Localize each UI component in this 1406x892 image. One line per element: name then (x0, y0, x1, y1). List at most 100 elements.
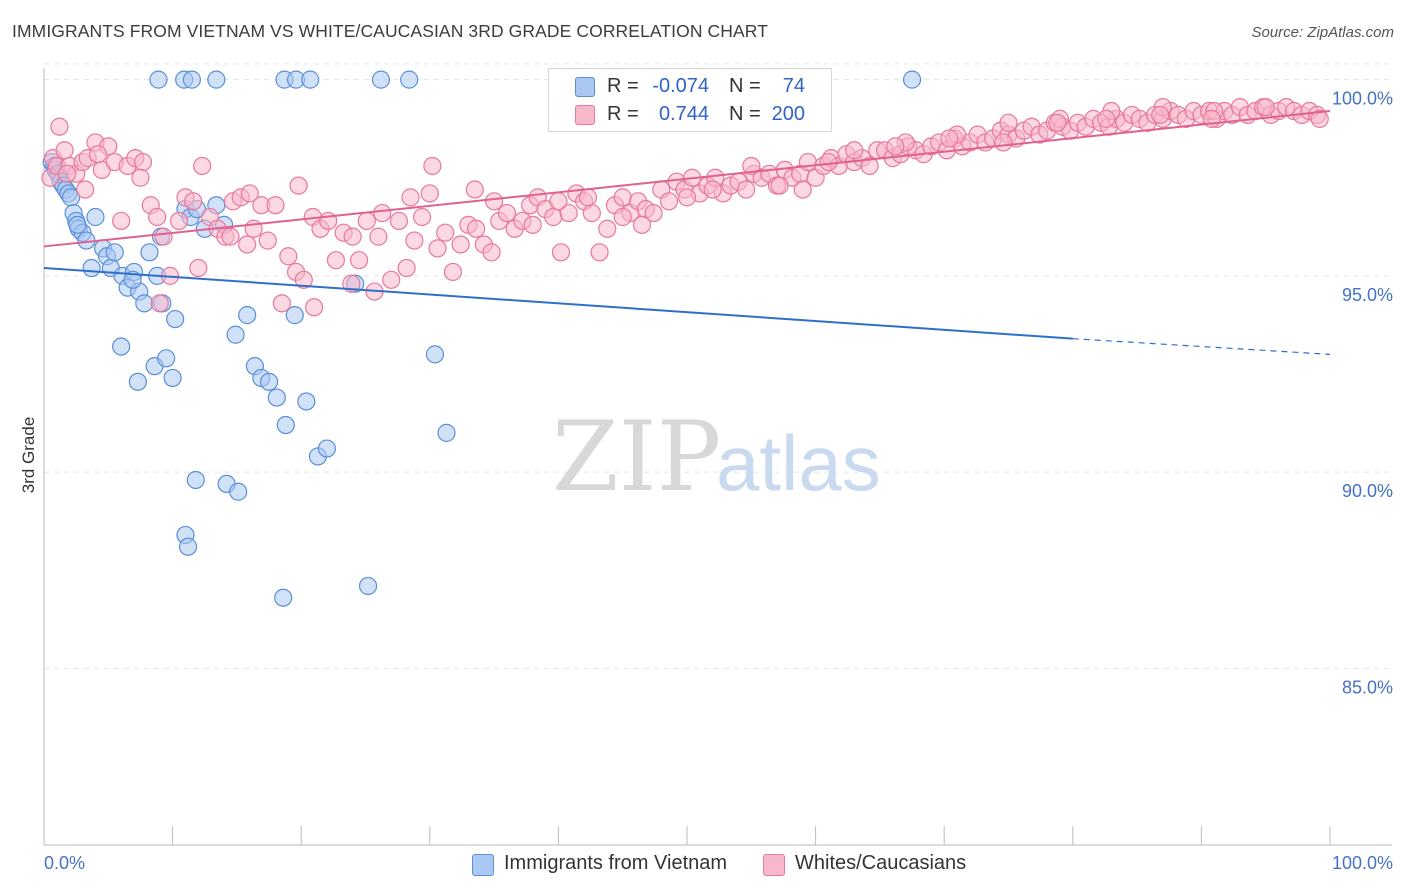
point-white (443, 262, 463, 282)
point-vietnam (68, 215, 87, 234)
point-white (420, 184, 439, 203)
point-white (886, 137, 905, 156)
point-white (279, 247, 298, 266)
point-vietnam (371, 70, 391, 89)
grid-lines (44, 63, 1392, 669)
point-vietnam (317, 439, 337, 458)
point-white (798, 152, 817, 172)
point-white (349, 251, 369, 270)
point-white (428, 239, 447, 258)
point-white (497, 203, 517, 223)
point-white (793, 180, 812, 199)
point-white (1048, 113, 1067, 132)
legend-label-white: Whites/Caucasians (795, 852, 967, 874)
tick-labels: 85.0% 90.0% 95.0% 100.0% 0.0% 100.0% (44, 89, 1393, 873)
point-vietnam (86, 207, 105, 227)
point-white (659, 192, 679, 211)
legend-swatch-vietnam (472, 854, 494, 876)
point-white (112, 211, 131, 231)
legend-row-vietnam: R = -0.074 N = 74 (549, 73, 831, 101)
point-white (590, 243, 609, 262)
point-vietnam (259, 372, 279, 391)
point-white (644, 203, 663, 223)
point-white (544, 207, 563, 227)
legend-n-value: 200 (771, 103, 805, 125)
point-vietnam (140, 243, 159, 262)
y-tick-label: 100.0% (1332, 89, 1393, 109)
point-vietnam (276, 415, 295, 435)
point-white (221, 227, 240, 246)
point-white (819, 152, 838, 172)
source-label: Source: ZipAtlas.com (1251, 24, 1394, 41)
point-vietnam (285, 306, 304, 325)
point-white (58, 164, 77, 183)
point-white (88, 145, 108, 164)
y-tick-label: 85.0% (1342, 677, 1393, 697)
point-white (272, 294, 292, 313)
point-white (76, 180, 95, 199)
point-white (412, 207, 432, 227)
point-white (703, 180, 722, 199)
point-white (523, 215, 542, 234)
point-white (133, 152, 153, 172)
point-white (148, 207, 167, 227)
point-white (240, 184, 259, 203)
point-white (559, 203, 578, 223)
point-white (423, 156, 442, 176)
point-white (397, 258, 416, 278)
point-white (551, 243, 571, 262)
point-vietnam (135, 294, 154, 313)
legend-label-vietnam: Immigrants from Vietnam (504, 852, 728, 874)
point-vietnam (112, 337, 131, 356)
point-vietnam (238, 306, 257, 325)
point-white (485, 192, 504, 211)
point-white (154, 227, 173, 246)
point-white (1151, 105, 1170, 125)
point-white (1256, 97, 1275, 117)
point-white (131, 168, 150, 187)
series-vietnam-points (42, 70, 922, 607)
point-vietnam (163, 368, 182, 388)
point-vietnam (123, 270, 142, 289)
point-white (451, 235, 470, 254)
point-white (357, 211, 376, 231)
point-white (401, 188, 420, 207)
watermark-zip: ZIP (552, 401, 721, 513)
point-white (860, 156, 879, 176)
chart-title: IMMIGRANTS FROM VIETNAM VS WHITE/CAUCASI… (12, 21, 768, 41)
point-white (389, 211, 409, 231)
point-white (266, 196, 285, 215)
point-white (677, 188, 697, 207)
point-vietnam (226, 325, 245, 344)
point-white (465, 180, 484, 199)
y-tick-label: 90.0% (1342, 481, 1393, 501)
point-white (770, 176, 789, 195)
point-vietnam (358, 576, 378, 596)
point-white (598, 219, 617, 238)
point-white (189, 258, 208, 278)
point-vietnam (207, 70, 226, 89)
point-white (999, 113, 1018, 132)
point-white (294, 270, 313, 289)
point-white (382, 270, 401, 289)
watermark-atlas: atlas (716, 419, 881, 507)
point-vietnam (425, 345, 445, 364)
point-white (1097, 109, 1116, 128)
series-legend: Immigrants from Vietnam Whites/Caucasian… (0, 852, 1406, 878)
point-vietnam (178, 537, 198, 556)
point-white (742, 156, 761, 176)
point-white (238, 235, 257, 254)
legend-r-value: 0.744 (658, 103, 709, 125)
correlation-legend: R = -0.074 N = 74 R = 0.744 N = 200 (548, 68, 832, 132)
point-vietnam (229, 482, 248, 501)
point-white (184, 192, 203, 211)
legend-r-label: R = (607, 103, 639, 125)
point-white (258, 231, 277, 250)
point-white (632, 215, 652, 234)
x-tick-label: 0.0% (44, 853, 85, 873)
watermark: ZIP atlas (552, 401, 881, 513)
point-white (436, 223, 455, 242)
point-white (482, 243, 501, 262)
point-vietnam (182, 70, 201, 89)
